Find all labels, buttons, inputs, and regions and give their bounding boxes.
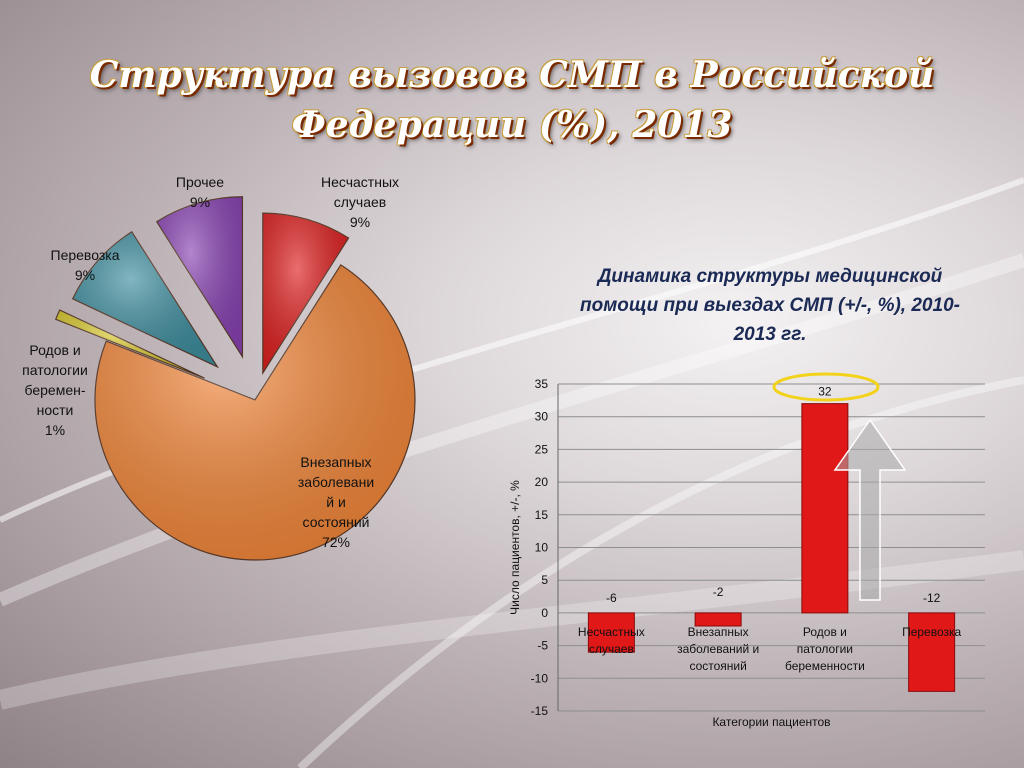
y-tick-label: 0 [541, 606, 548, 620]
x-category-label: состояний [689, 659, 746, 673]
page-title: Структура вызовов СМП в Российской Федер… [80, 50, 944, 150]
x-category-label: патологии [797, 642, 853, 656]
y-tick-label: 30 [535, 410, 549, 424]
pie-label-line: состояний [302, 514, 370, 530]
bar-data-label: -6 [606, 591, 617, 605]
pie-label-line: случаев [333, 194, 387, 210]
page-title-line1: Структура вызовов СМП в Российской [89, 54, 935, 96]
pie-label-line: ности [36, 402, 74, 418]
x-category-label: Внезапных [688, 625, 749, 639]
x-category-label: Родов и [803, 625, 847, 639]
pie-label-1: Внезапных заболевани й и состояний 72% [276, 452, 396, 552]
x-category-label: Перевозка [902, 625, 961, 639]
y-tick-label: -15 [531, 704, 549, 718]
pie-label-line: заболевани [297, 474, 375, 490]
page-title-line2: Федерации (%), 2013 [291, 104, 733, 146]
x-category-label: заболеваний и [677, 642, 759, 656]
pie-label-line: 1% [44, 422, 66, 438]
pie-label-line: беремен- [24, 382, 86, 398]
pie-slice-0 [262, 212, 350, 376]
subtitle-line2: помощи при выездах СМП (+/-, %), 2010- [580, 295, 960, 316]
y-tick-label: 10 [535, 541, 549, 555]
x-category-label: беременности [785, 659, 865, 673]
y-tick-label: 25 [535, 442, 549, 456]
bar-chart-subtitle: Динамика структуры медицинской помощи пр… [535, 262, 1005, 349]
bar-data-label: -12 [923, 591, 941, 605]
y-tick-label: 20 [535, 475, 549, 489]
pie-label-line: 9% [189, 194, 211, 210]
y-tick-label: -10 [531, 671, 549, 685]
bar-data-label: -2 [713, 585, 724, 599]
pie-slice-2 [54, 309, 205, 379]
pie-label-line: 9% [349, 214, 371, 230]
pie-label-line: Несчастных [320, 174, 400, 190]
pie-label-line: Внезапных [300, 454, 372, 470]
subtitle-line3: 2013 гг. [733, 324, 807, 345]
highlight-ring-icon [772, 372, 880, 402]
bar [908, 612, 956, 692]
y-axis-title: Число пациентов, +/-, % [508, 480, 522, 615]
up-arrow-icon [833, 418, 907, 601]
pie-label-line: патологии [22, 362, 88, 378]
bar [587, 612, 635, 653]
y-tick-label: 35 [535, 377, 549, 391]
pie-label-4: Прочее 9% [150, 172, 250, 212]
pie-label-3: Перевозка 9% [30, 245, 140, 285]
y-tick-label: 5 [541, 573, 548, 587]
subtitle-line1: Динамика структуры медицинской [597, 266, 943, 287]
x-category-label: случаев [589, 642, 634, 656]
pie-label-line: 72% [321, 534, 351, 550]
pie-slice-3 [71, 231, 220, 369]
pie-slice-1 [94, 264, 416, 561]
pie-label-line: Родов и [29, 342, 81, 358]
pie-label-2: Родов и патологии беремен-ности 1% [10, 340, 100, 440]
bar [694, 612, 742, 627]
y-tick-label: 15 [535, 508, 549, 522]
pie-slice-4 [155, 196, 244, 359]
pie-label-line: 9% [74, 267, 96, 283]
y-tick-label: -5 [537, 639, 548, 653]
x-axis-title: Категории пациентов [712, 715, 830, 729]
bar-data-label: 32 [818, 385, 832, 399]
pie-label-line: й и [326, 494, 346, 510]
pie-label-line: Прочее [175, 174, 225, 190]
pie-label-line: Перевозка [50, 247, 120, 263]
bar [801, 403, 849, 614]
x-category-label: Несчастных [578, 625, 645, 639]
pie-label-0: Несчастных случаев 9% [300, 172, 420, 232]
